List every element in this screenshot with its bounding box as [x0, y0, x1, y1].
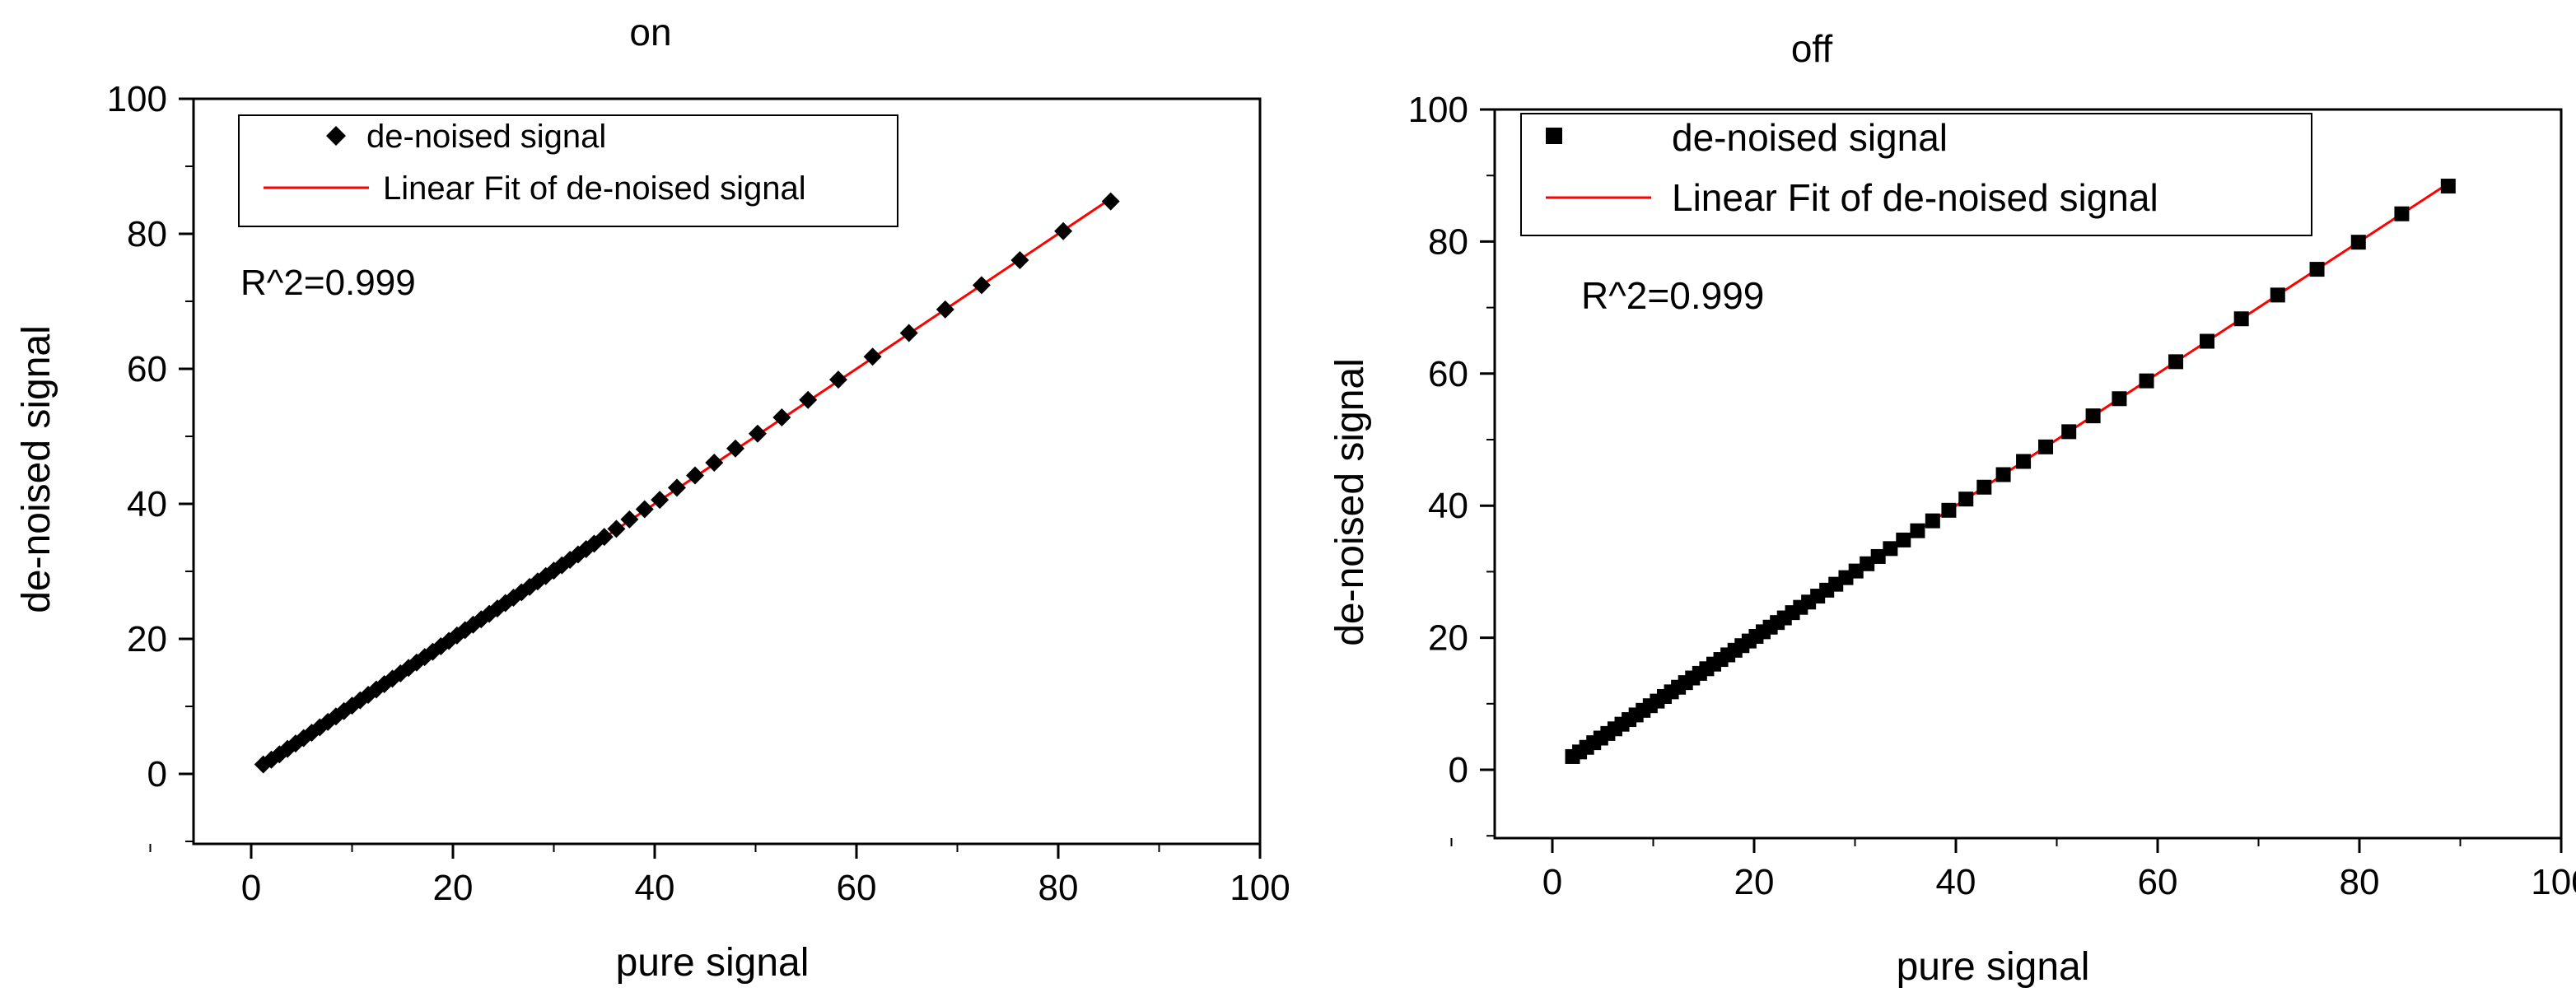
x-tick-label-off-0: 0: [1542, 862, 1562, 902]
data-point-on-60: [1054, 221, 1073, 240]
x-tick-label-off-100: 100: [2531, 862, 2576, 902]
y-ticks-off: 0 20 40 60 80 100: [1408, 90, 1495, 837]
chart-title-on: on: [629, 11, 671, 54]
chart-panel-on: on 0 20 40 60 80 100 0 20 40 60 80 100 de-noised s…: [15, 11, 1290, 985]
data-point-off-43: [1910, 523, 1925, 538]
data-point-off-61: [2394, 206, 2410, 221]
data-point-off-57: [2233, 311, 2249, 327]
data-point-off-58: [2270, 287, 2285, 303]
data-point-on-53: [799, 390, 818, 409]
y-tick-label-on-40: 40: [127, 484, 167, 524]
data-point-on-50: [726, 439, 744, 458]
data-point-on-55: [863, 347, 882, 366]
legend-label-fit-off: Linear Fit of de-noised signal: [1672, 176, 2158, 219]
legend-label-fit-on: Linear Fit of de-noised signal: [383, 170, 806, 207]
x-tick-label-on-20: 20: [433, 868, 474, 908]
data-point-off-56: [2200, 333, 2215, 349]
y-tick-label-on-100: 100: [107, 79, 167, 119]
data-point-off-47: [1976, 479, 1992, 495]
y-ticks-on: 0 20 40 60 80 100: [107, 79, 194, 842]
y-axis-label-off: de-noised signal: [1328, 358, 1372, 646]
data-point-on-54: [828, 370, 847, 389]
x-tick-label-on-40: 40: [635, 868, 675, 908]
plot-frame-on: [192, 97, 1262, 846]
legend-label-points-on: de-noised signal: [366, 119, 606, 155]
data-point-on-47: [667, 478, 686, 497]
y-tick-label-on-0: 0: [147, 754, 167, 794]
y-axis-label-on: de-noised signal: [15, 325, 58, 613]
x-tick-label-off-20: 20: [1734, 862, 1775, 902]
y-tick-label-off-80: 80: [1428, 221, 1468, 262]
x-ticks-on: 0 20 40 60 80 100: [149, 844, 1290, 908]
data-point-off-41: [1883, 541, 1898, 557]
legend-off: de-noised signal Linear Fit of de-noised…: [1520, 113, 2312, 236]
data-point-off-51: [2061, 424, 2077, 440]
data-point-on-61: [1101, 192, 1120, 211]
data-point-off-60: [2350, 235, 2366, 250]
y-tick-label-off-20: 20: [1428, 618, 1468, 659]
chart-title-off: off: [1791, 27, 1833, 70]
chart-panel-off: off 0 20 40 60 80 100 0 20 40 60 80 100 de-noised …: [1328, 27, 2576, 989]
legend-box-on: [238, 114, 898, 227]
x-tick-label-off-40: 40: [1936, 862, 1976, 902]
x-ticks-off: 0 20 40 60 80 100: [1450, 838, 2576, 902]
data-point-off-40: [1870, 548, 1886, 564]
data-point-off-48: [1995, 467, 2011, 482]
data-point-on-42: [595, 528, 614, 547]
x-tick-label-on-80: 80: [1038, 868, 1079, 908]
x-axis-label-off: pure signal: [1897, 945, 2090, 989]
data-point-on-51: [748, 424, 767, 443]
y-tick-label-on-60: 60: [127, 349, 167, 389]
data-point-off-53: [2112, 391, 2127, 407]
data-point-on-19: [407, 653, 426, 672]
legend-on: de-noised signal Linear Fit of de-noised…: [238, 114, 898, 227]
y-tick-label-off-0: 0: [1449, 750, 1468, 790]
data-point-off-44: [1925, 513, 1940, 529]
data-point-on-44: [620, 510, 639, 529]
data-point-on-43: [607, 519, 626, 538]
data-point-off-50: [2038, 439, 2054, 454]
x-tick-label-on-0: 0: [241, 868, 261, 908]
data-point-off-49: [2016, 454, 2032, 469]
data-point-off-55: [2168, 354, 2184, 370]
data-point-off-42: [1896, 532, 1911, 547]
data-point-off-46: [1958, 492, 1974, 507]
data-point-off-62: [2440, 179, 2456, 194]
data-points-off: [1565, 179, 2456, 764]
x-axis-label-on: pure signal: [616, 941, 810, 985]
y-tick-label-on-20: 20: [127, 619, 167, 659]
data-point-off-59: [2309, 262, 2325, 277]
r-squared-annotation-on: R^2=0.999: [240, 263, 416, 303]
x-tick-label-on-60: 60: [837, 868, 877, 908]
y-tick-label-off-40: 40: [1428, 486, 1468, 526]
r-squared-annotation-off: R^2=0.999: [1581, 274, 1764, 317]
data-point-on-49: [705, 453, 724, 472]
legend-box-off: [1520, 113, 2312, 236]
data-point-on-45: [635, 500, 654, 519]
legend-marker-diamond-icon: [326, 126, 346, 146]
data-point-off-52: [2085, 408, 2101, 424]
plot-frame-off: [1493, 108, 2563, 840]
data-point-on-58: [972, 276, 991, 295]
data-point-on-46: [651, 491, 670, 510]
data-point-off-54: [2139, 373, 2154, 389]
data-point-on-59: [1010, 250, 1029, 269]
x-tick-label-off-60: 60: [2138, 862, 2178, 902]
data-point-on-52: [772, 408, 791, 427]
data-point-off-45: [1941, 502, 1957, 518]
x-tick-label-off-80: 80: [2340, 862, 2380, 902]
legend-label-points-off: de-noised signal: [1672, 116, 1948, 159]
data-point-on-48: [686, 466, 704, 485]
y-tick-label-on-80: 80: [127, 214, 167, 254]
legend-marker-square-icon: [1546, 128, 1562, 144]
data-point-on-57: [936, 300, 954, 319]
x-tick-label-on-100: 100: [1230, 868, 1290, 908]
y-tick-label-off-100: 100: [1408, 90, 1468, 130]
y-tick-label-off-60: 60: [1428, 354, 1468, 394]
data-point-on-56: [899, 324, 918, 342]
data-points-on: [254, 192, 1120, 774]
